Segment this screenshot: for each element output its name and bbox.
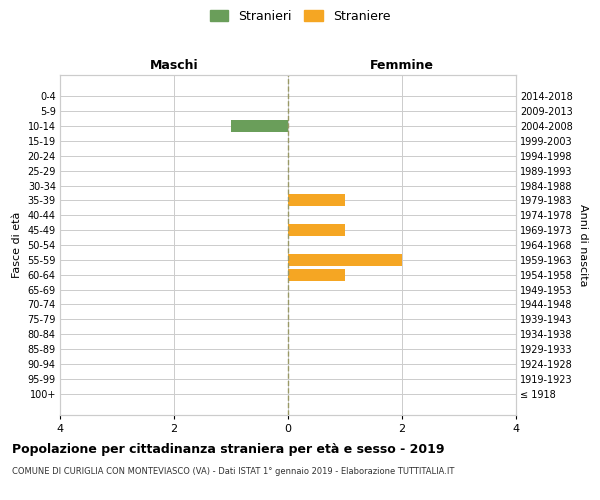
Text: COMUNE DI CURIGLIA CON MONTEVIASCO (VA) - Dati ISTAT 1° gennaio 2019 - Elaborazi: COMUNE DI CURIGLIA CON MONTEVIASCO (VA) … xyxy=(12,468,454,476)
Text: Maschi: Maschi xyxy=(149,60,199,72)
Bar xyxy=(231,120,288,132)
Text: Popolazione per cittadinanza straniera per età e sesso - 2019: Popolazione per cittadinanza straniera p… xyxy=(12,442,445,456)
Y-axis label: Fasce di età: Fasce di età xyxy=(12,212,22,278)
Bar xyxy=(288,194,345,206)
Bar xyxy=(288,254,402,266)
Text: Femmine: Femmine xyxy=(370,60,434,72)
Y-axis label: Anni di nascita: Anni di nascita xyxy=(578,204,589,286)
Bar xyxy=(288,224,345,236)
Legend: Stranieri, Straniere: Stranieri, Straniere xyxy=(206,6,394,26)
Bar xyxy=(288,269,345,280)
